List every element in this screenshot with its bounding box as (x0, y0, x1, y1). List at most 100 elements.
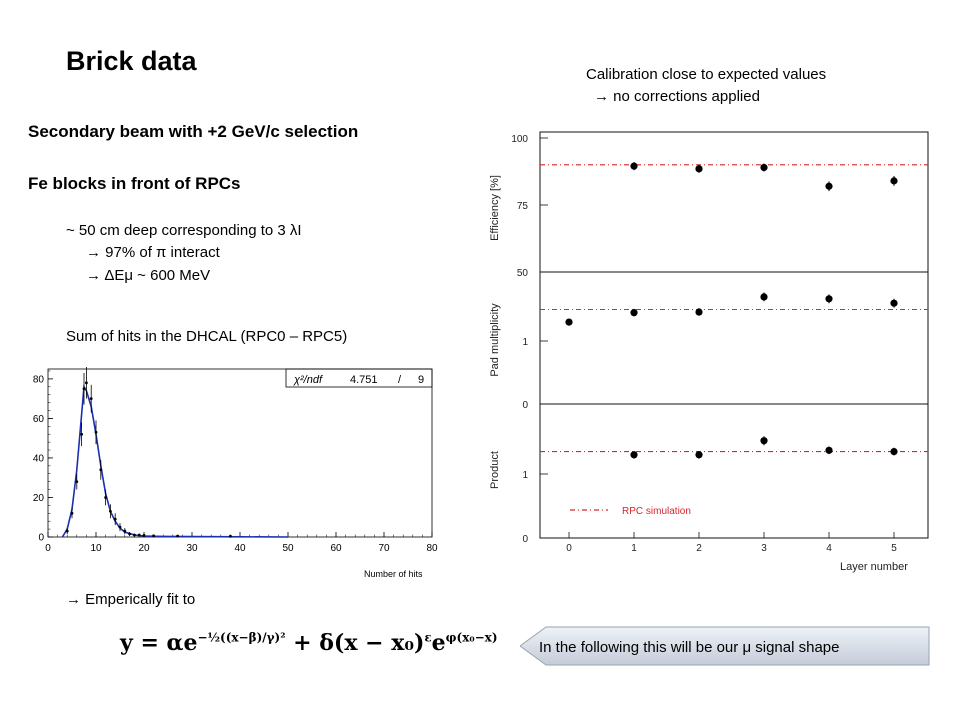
hits-histogram-chart: 0 10 20 30 40 50 60 70 80 0 20 40 60 80 χ²/ndf 4.751 … (33, 367, 438, 579)
histogram-y-tick-label: 0 (38, 533, 44, 544)
histogram-point (89, 397, 93, 401)
layer-y-tick-label: 100 (511, 134, 528, 145)
layer-point (825, 182, 833, 190)
layer-point (695, 165, 703, 173)
formula-exp1: −½((x−β)/γ)² (197, 630, 286, 645)
layer-y-tick-label: 0 (522, 400, 528, 411)
layer-y-tick-label: 1 (522, 337, 528, 348)
layer-point (695, 308, 703, 316)
layer-x-ticks: 0 1 2 3 4 5 (566, 532, 897, 554)
stats-sep: / (398, 374, 402, 386)
histogram-point (80, 432, 83, 436)
fit-note-text: → Emperically fit to (66, 591, 196, 608)
layer-points (565, 162, 898, 459)
layer-x-tick-label: 3 (761, 543, 767, 554)
calibration-line-2: → no corrections applied (594, 88, 760, 105)
layer-y-tick-label: 50 (517, 268, 529, 279)
layer-x-tick-label: 5 (891, 543, 897, 554)
stats-label: χ²/ndf (293, 374, 323, 386)
legend-label: RPC simulation (622, 506, 691, 517)
histogram-y-tick-label: 40 (33, 453, 45, 464)
layer-point (825, 446, 833, 454)
layer-point (630, 451, 638, 459)
layer-y-tick-label: 0 (522, 534, 528, 545)
histogram-y-tick-label: 80 (33, 374, 45, 385)
histogram-point (123, 529, 127, 533)
layer-x-tick-label: 4 (826, 543, 832, 554)
histogram-point (229, 534, 232, 538)
layer-ylabel: Product (489, 451, 501, 489)
fit-formula: y = αe−½((x−β)/γ)² + δ(x − x₀)εeφ(x₀−x) (120, 630, 498, 656)
layer-panels: 100 75 50 Efficiency [%] 1 0 Pad multiplicity 1… (489, 131, 929, 545)
page-title: Brick data (66, 46, 197, 76)
layer-point (890, 299, 898, 307)
histogram-x-tick-label: 50 (282, 543, 294, 554)
layer-y-tick-label: 1 (522, 470, 528, 481)
stats-value: 4.751 (350, 374, 378, 386)
histogram-point (104, 496, 107, 499)
histogram-point (109, 509, 112, 513)
histogram-frame (47, 368, 433, 538)
layer-xlabel: Layer number (840, 561, 908, 573)
histogram-x-tick-label: 30 (186, 543, 198, 554)
sum-hits-text: Sum of hits in the DHCAL (RPC0 – RPC5) (66, 328, 348, 345)
histogram-x-tick-label: 40 (234, 543, 246, 554)
calibration-line-1: Calibration close to expected values (586, 66, 827, 83)
histogram-point (65, 529, 69, 533)
layer-x-tick-label: 2 (696, 543, 702, 554)
histogram-point (99, 468, 103, 472)
histogram-fit-curve (61, 384, 289, 538)
histogram-point (176, 534, 180, 538)
histogram-xlabel: Number of hits (364, 569, 423, 579)
layer-ylabel: Efficiency [%] (489, 175, 501, 241)
layer-panel-frame (539, 131, 929, 273)
histogram-point (128, 532, 131, 536)
layer-x-tick-label: 1 (631, 543, 637, 554)
pi-interact-text: → 97% of π interact (86, 244, 220, 261)
chart-legend: RPC simulation (570, 506, 691, 517)
layer-ylabel: Pad multiplicity (489, 303, 501, 377)
histogram-x-tick-label: 60 (330, 543, 342, 554)
histogram-point (82, 387, 86, 391)
histogram-point (142, 534, 146, 537)
signal-shape-callout: In the following this will be our μ sign… (520, 626, 930, 666)
formula-exp2: ε (424, 630, 432, 645)
histogram-x-tick-label: 80 (426, 543, 438, 554)
formula-tail: e (431, 630, 446, 656)
histogram-point (70, 511, 74, 515)
layer-point (630, 309, 638, 317)
histogram-point (113, 517, 117, 521)
fe-blocks-heading: Fe blocks in front of RPCs (28, 174, 241, 193)
layer-panel-frame (539, 271, 929, 405)
formula-mid: + δ(x − x₀) (285, 630, 425, 656)
delta-e-text: → ΔEμ ~ 600 MeV (86, 267, 211, 284)
calibration-note: Calibration close to expected values → n… (586, 64, 826, 108)
histogram-x-tick-label: 10 (90, 543, 102, 554)
layer-panel-frame (539, 403, 929, 539)
formula-exp3: φ(x₀−x) (445, 630, 498, 645)
callout-text: In the following this will be our μ sign… (539, 639, 839, 656)
formula-lhs: y = αe (120, 630, 198, 656)
layer-point (890, 448, 898, 456)
secondary-beam-heading: Secondary beam with +2 GeV/c selection (28, 122, 359, 141)
histogram-axes: 0 10 20 30 40 50 60 70 80 0 20 40 60 80 (33, 368, 438, 554)
histogram-y-tick-label: 60 (33, 414, 45, 425)
histogram-point (133, 533, 136, 537)
layer-point (695, 451, 703, 459)
histogram-point (137, 533, 141, 537)
layer-point (760, 437, 768, 445)
layer-x-tick-label: 0 (566, 543, 572, 554)
histogram-point (152, 534, 155, 538)
stats-ndf: 9 (418, 374, 424, 386)
histogram-x-tick-label: 20 (138, 543, 150, 554)
layer-point (630, 162, 638, 170)
histogram-point (85, 381, 88, 385)
layer-y-tick-label: 75 (517, 201, 529, 212)
histogram-x-tick-label: 0 (45, 543, 51, 554)
layer-point (760, 163, 768, 172)
histogram-point (75, 480, 79, 484)
histogram-fit-line (61, 384, 289, 538)
histogram-point (118, 525, 122, 529)
layer-point (825, 295, 833, 303)
